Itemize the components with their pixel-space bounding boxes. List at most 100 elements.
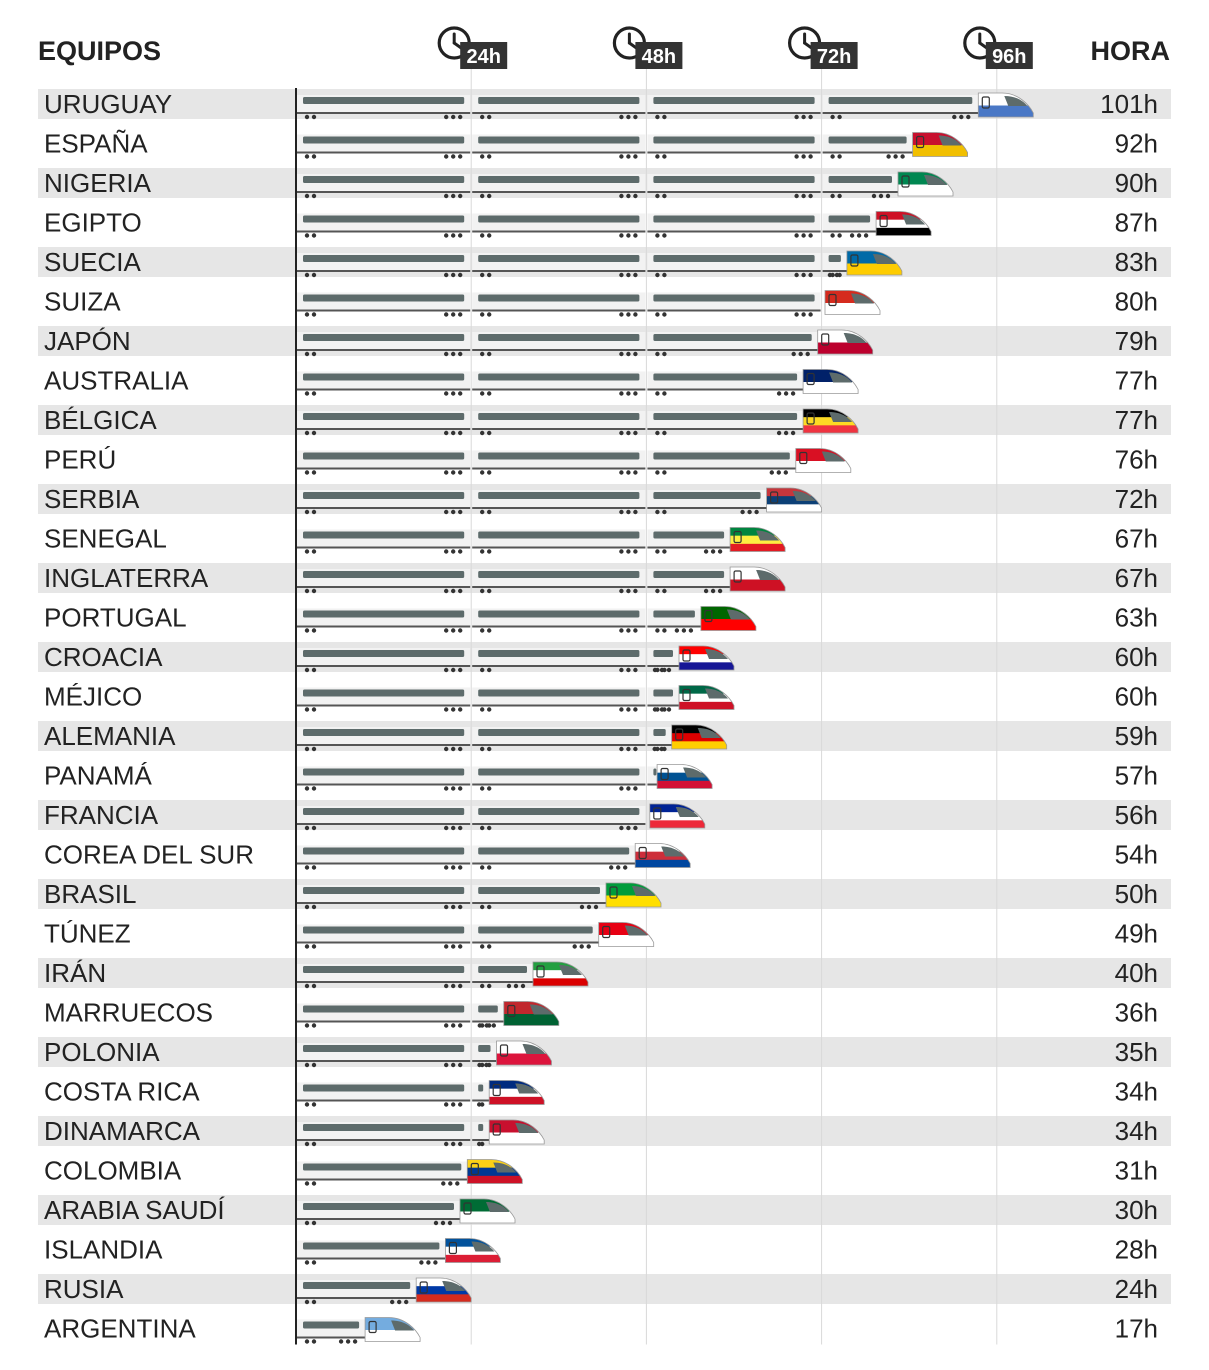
- train-bar: [297, 250, 903, 278]
- train-car: [297, 1201, 460, 1226]
- train-bar: [297, 1198, 516, 1226]
- team-row: SENEGAL 67h: [44, 524, 1158, 554]
- hours-label: 50h: [1115, 879, 1158, 909]
- cab-window: [705, 649, 728, 659]
- cab-window: [522, 1044, 546, 1054]
- team-row: TÚNEZ 49h: [44, 919, 1158, 949]
- hours-label: 63h: [1115, 603, 1158, 633]
- cab-window: [829, 372, 853, 383]
- train-bar: [297, 843, 691, 870]
- hours-label: 57h: [1115, 761, 1158, 791]
- door-icon: [682, 649, 691, 662]
- train-car: [297, 95, 471, 120]
- train-car: [297, 213, 471, 238]
- team-row: EGIPTO 87h: [44, 208, 1158, 238]
- train-car: [297, 766, 471, 791]
- team-row: CROACIA 60h: [44, 642, 1158, 673]
- train-car: [297, 411, 471, 436]
- team-row: COSTA RICA 34h: [44, 1077, 1158, 1107]
- train-bar: [297, 764, 713, 791]
- train-car: [647, 727, 672, 752]
- door-icon: [704, 609, 713, 623]
- train-bar: [297, 724, 728, 752]
- train-car: [297, 687, 471, 712]
- train-bar: [297, 1238, 501, 1265]
- team-row: BÉLGICA 77h: [44, 405, 1158, 436]
- teams-header: EQUIPOS: [38, 36, 161, 66]
- train-bar: [297, 961, 589, 989]
- train-bar: [297, 487, 822, 515]
- train-bar: [297, 408, 859, 436]
- train-car: [472, 648, 646, 673]
- hours-label: 24h: [1115, 1274, 1158, 1304]
- train-car: [297, 924, 471, 949]
- team-row: BRASIL 50h: [44, 879, 1158, 910]
- door-icon: [850, 254, 859, 267]
- hours-label: 80h: [1115, 287, 1158, 317]
- team-row: ARGENTINA 17h: [44, 1314, 1158, 1344]
- team-row: PANAMÁ 57h: [44, 761, 1158, 791]
- team-label: FRANCIA: [44, 800, 159, 830]
- team-rows: URUGUAY 101h ESPAÑA 92h NIGERIA 90h EGIPTO 87h S…: [44, 89, 1158, 1344]
- door-icon: [799, 451, 808, 465]
- team-label: ESPAÑA: [44, 129, 148, 159]
- team-label: SERBIA: [44, 484, 140, 514]
- tick-badge: [985, 42, 1033, 69]
- train-car: [647, 411, 804, 436]
- cab-window: [661, 846, 685, 857]
- team-label: EGIPTO: [44, 208, 142, 238]
- door-icon: [492, 1123, 501, 1136]
- hours-label: 83h: [1115, 247, 1158, 277]
- door-icon: [682, 688, 691, 702]
- door-icon: [448, 1241, 457, 1255]
- tick-badge: [635, 42, 683, 69]
- train-car: [472, 1003, 504, 1028]
- hours-label: 17h: [1115, 1314, 1158, 1344]
- gridlines: [470, 52, 998, 1345]
- door-icon: [638, 846, 647, 860]
- cab-window: [493, 1162, 517, 1173]
- train-car: [472, 450, 646, 475]
- train-car: [297, 964, 471, 989]
- train-car: [472, 806, 646, 831]
- team-label: COREA DEL SUR: [44, 840, 254, 870]
- door-icon: [536, 965, 545, 978]
- train-car: [297, 1161, 468, 1186]
- door-icon: [733, 530, 742, 544]
- train-car: [472, 1043, 497, 1068]
- team-row: POLONIA 35h: [44, 1037, 1158, 1068]
- cab-window: [705, 688, 728, 699]
- train-car: [822, 134, 913, 159]
- train-car: [647, 371, 804, 396]
- door-icon: [733, 570, 742, 583]
- team-label: PERÚ: [44, 445, 116, 475]
- hours-label: 72h: [1115, 484, 1158, 514]
- team-label: JAPÓN: [44, 326, 131, 356]
- hours-label: 31h: [1115, 1156, 1158, 1186]
- train-car: [472, 964, 533, 989]
- cab-window: [756, 570, 780, 580]
- cab-window: [471, 1241, 495, 1252]
- door-icon: [609, 886, 618, 899]
- train-car: [822, 174, 898, 199]
- train-bar: [297, 922, 655, 949]
- train-car: [297, 529, 471, 554]
- team-label: NIGERIA: [44, 168, 152, 198]
- cab-window: [683, 767, 707, 778]
- train-car: [647, 648, 679, 673]
- door-icon: [915, 135, 925, 149]
- team-label: SUIZA: [44, 287, 121, 317]
- train-car: [647, 134, 821, 159]
- team-label: COSTA RICA: [44, 1077, 200, 1107]
- team-row: PORTUGAL 63h: [44, 603, 1158, 633]
- team-label: PANAMÁ: [44, 761, 153, 791]
- train-car: [472, 885, 606, 910]
- door-icon: [821, 333, 830, 346]
- door-icon: [368, 1320, 377, 1334]
- train-bar: [297, 1001, 560, 1028]
- train-car: [822, 253, 847, 278]
- hours-label: 54h: [1115, 840, 1158, 870]
- door-icon: [602, 925, 611, 939]
- train-car: [472, 134, 646, 159]
